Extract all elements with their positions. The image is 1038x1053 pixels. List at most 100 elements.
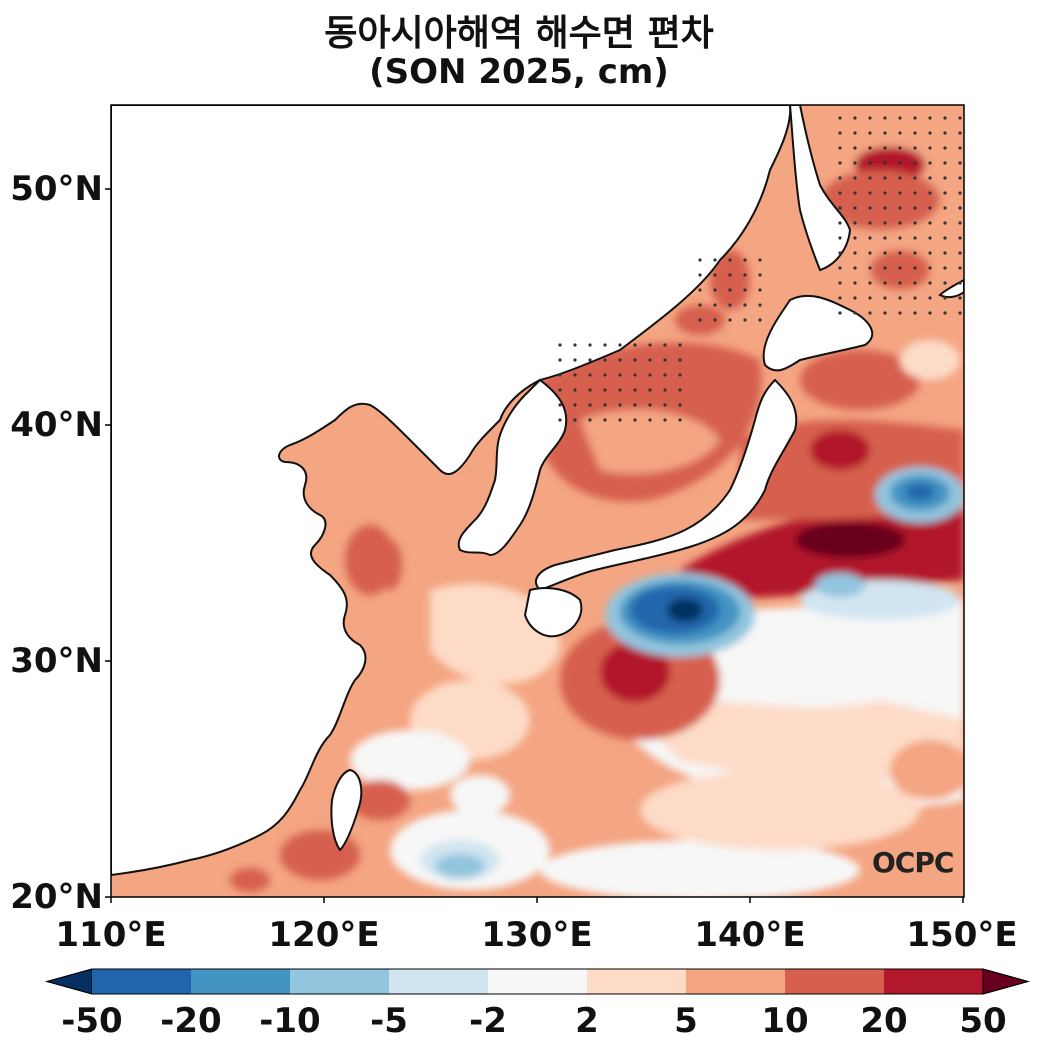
stipple-dot [618,418,622,422]
stipple-dot [648,358,652,362]
stipple-dot [648,388,652,392]
anomaly-patches [230,119,964,897]
stipple-dot [928,296,932,300]
stipple-dot [728,273,732,277]
stipple-dot [868,221,872,225]
stipple-dot [853,251,857,255]
stipple-dot [913,146,917,150]
stipple-dot [913,206,917,210]
stipple-dot [898,266,902,270]
stipple-dot [838,236,842,240]
significance-stipple [558,116,962,422]
stipple-dot [913,191,917,195]
y-tick-label-20n: 20°N [10,877,103,917]
colorbar-bin [92,969,191,994]
stipple-dot [558,358,562,362]
stipple-dot [958,131,962,135]
stipple-dot [853,116,857,120]
stipple-dot [883,131,887,135]
stipple-dot [898,161,902,165]
stipple-dot [663,358,667,362]
stipple-dot [883,251,887,255]
stipple-dot [573,358,577,362]
colorbar-tick-label: -10 [259,1001,321,1041]
stipple-dot [898,236,902,240]
stipple-dot [678,388,682,392]
stipple-dot [618,373,622,377]
stipple-dot [713,273,717,277]
stipple-dot [678,403,682,407]
colorbar-bin [587,969,686,994]
stipple-dot [853,236,857,240]
stipple-dot [913,251,917,255]
stipple-dot [898,116,902,120]
stipple-dot [943,236,947,240]
stipple-dot [618,403,622,407]
stipple-dot [633,418,637,422]
stipple-dot [853,281,857,285]
stipple-dot [743,273,747,277]
stipple-dot [883,296,887,300]
colorbar-bin [191,969,290,994]
y-tick-label-30n: 30°N [10,641,103,681]
stipple-dot [958,266,962,270]
stipple-dot [868,311,872,315]
stipple-dot [573,418,577,422]
stipple-dot [913,281,917,285]
stipple-dot [728,258,732,262]
colorbar-tick-label: -5 [370,1001,408,1041]
stipple-dot [728,288,732,292]
stipple-dot [713,303,717,307]
colorbar-bin [488,969,587,994]
stipple-dot [928,176,932,180]
colorbar-bin [290,969,389,994]
stipple-dot [588,403,592,407]
stipple-dot [648,418,652,422]
stipple-dot [743,303,747,307]
stipple-dot [678,373,682,377]
stipple-dot [913,311,917,315]
stipple-dot [898,281,902,285]
stipple-dot [958,206,962,210]
stipple-dot [958,176,962,180]
stipple-dot [743,318,747,322]
colorbar-extend-low [45,968,93,995]
stipple-dot [698,318,702,322]
stipple-dot [943,176,947,180]
stipple-dot [853,176,857,180]
stipple-dot [883,281,887,285]
colorbar-bin [884,969,983,994]
stipple-dot [838,176,842,180]
stipple-dot [883,236,887,240]
stipple-dot [558,418,562,422]
x-tick-label-120e: 120°E [268,915,380,955]
colorbar-tick-label: 2 [575,1001,599,1041]
stipple-dot [603,403,607,407]
stipple-dot [648,403,652,407]
stipple-dot [588,388,592,392]
stipple-dot [943,161,947,165]
stipple-dot [868,236,872,240]
x-tick-label-130e: 130°E [481,915,593,955]
stipple-dot [603,358,607,362]
stipple-dot [573,343,577,347]
stipple-dot [588,418,592,422]
stipple-dot [838,296,842,300]
stipple-dot [943,206,947,210]
colorbar [45,968,1030,995]
stipple-dot [883,206,887,210]
stipple-dot [678,343,682,347]
stipple-dot [868,206,872,210]
stipple-dot [928,146,932,150]
stipple-dot [618,388,622,392]
stipple-dot [943,311,947,315]
stipple-dot [758,318,762,322]
stipple-dot [868,281,872,285]
stipple-dot [758,258,762,262]
stipple-dot [868,131,872,135]
stipple-dot [713,318,717,322]
stipple-dot [573,403,577,407]
stipple-dot [758,273,762,277]
stipple-dot [758,288,762,292]
stipple-dot [648,343,652,347]
